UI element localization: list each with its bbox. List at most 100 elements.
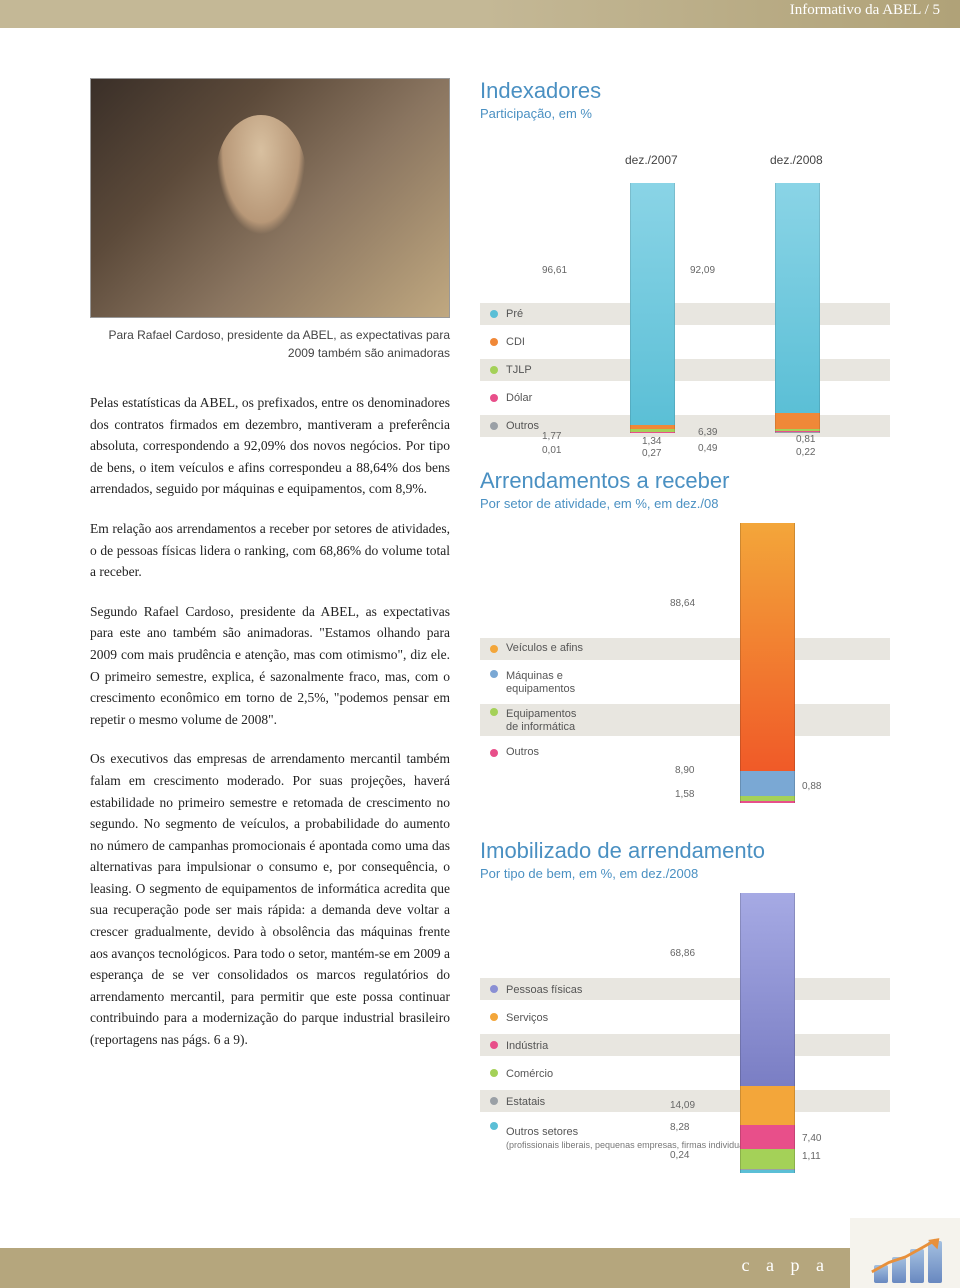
left-column: Para Rafael Cardoso, presidente da ABEL,… bbox=[90, 78, 450, 1208]
chart2-val-outros: 0,88 bbox=[802, 781, 821, 792]
bar-segment bbox=[740, 801, 795, 803]
chart1-bar-2007: dez./2007 bbox=[630, 183, 675, 433]
legend-row: Veículos e afins bbox=[480, 638, 890, 660]
chart1-val-dolar-2007: 0,27 bbox=[642, 448, 661, 459]
legend-bullet-icon bbox=[490, 422, 498, 430]
bar-segment bbox=[740, 1086, 795, 1125]
legend-row: Comércio bbox=[480, 1062, 890, 1084]
bar-segment bbox=[740, 893, 795, 1086]
legend-label: Outros setores bbox=[506, 1126, 578, 1138]
legend-label-wrap: Pessoas físicas bbox=[506, 980, 582, 998]
legend-label: Veículos e afins bbox=[506, 642, 583, 655]
legend-label: Máquinas eequipamentos bbox=[506, 670, 575, 696]
chart-arrendamentos: Arrendamentos a receber Por setor de ati… bbox=[480, 468, 890, 803]
chart2-legend: Veículos e afins Máquinas eequipamentos Eq… bbox=[480, 638, 890, 770]
legend-label: Outros bbox=[506, 746, 539, 759]
legend-bullet-icon bbox=[490, 1097, 498, 1105]
paragraph-3: Segundo Rafael Cardoso, presidente da AB… bbox=[90, 601, 450, 731]
legend-label-wrap: Estatais bbox=[506, 1092, 545, 1110]
legend-bullet-icon bbox=[490, 1122, 498, 1130]
bar-segment bbox=[740, 771, 795, 796]
chart3-val-pessoas: 68,86 bbox=[670, 948, 695, 959]
bar-segment bbox=[775, 413, 820, 429]
photo-caption: Para Rafael Cardoso, presidente da ABEL,… bbox=[90, 326, 450, 362]
header-band: Informativo da ABEL / 5 bbox=[0, 0, 960, 28]
paragraph-1: Pelas estatísticas da ABEL, os prefixado… bbox=[90, 392, 450, 500]
legend-label-wrap: Serviços bbox=[506, 1008, 548, 1026]
chart3-val-industria: 8,28 bbox=[670, 1122, 689, 1133]
legend-label: Estatais bbox=[506, 1096, 545, 1108]
chart2-title: Arrendamentos a receber bbox=[480, 468, 890, 494]
legend-label: Pessoas físicas bbox=[506, 984, 582, 996]
paragraph-2: Em relação aos arrendamentos a receber p… bbox=[90, 518, 450, 583]
legend-row: Indústria bbox=[480, 1034, 890, 1056]
chart3-title: Imobilizado de arrendamento bbox=[480, 838, 890, 864]
bar-segment bbox=[775, 183, 820, 413]
chart1-val-pre-2008: 92,09 bbox=[690, 265, 715, 276]
footer-corner bbox=[850, 1218, 960, 1288]
chart2-val-maquinas: 8,90 bbox=[675, 765, 694, 776]
footer-capa: c a p a bbox=[742, 1255, 830, 1276]
chart1-val-tjlp-2008: 0,81 bbox=[796, 434, 815, 445]
chart2-subtitle: Por setor de atividade, em %, em dez./08 bbox=[480, 496, 890, 511]
chart-imobilizado: Imobilizado de arrendamento Por tipo de … bbox=[480, 838, 890, 1173]
legend-label: Serviços bbox=[506, 1012, 548, 1024]
chart1-bar-2008: dez./2008 bbox=[775, 183, 820, 433]
legend-bullet-icon bbox=[490, 394, 498, 402]
paragraph-4: Os executivos das empresas de arrendamen… bbox=[90, 748, 450, 1050]
chart1-val-pre-2007: 96,61 bbox=[542, 265, 567, 276]
chart1-col1-label: dez./2007 bbox=[625, 153, 678, 167]
chart1-val-tjlp-2007: 1,34 bbox=[642, 436, 661, 447]
legend-label: Pré bbox=[506, 308, 523, 320]
chart3-bar bbox=[740, 893, 795, 1173]
chart-indexadores: Indexadores Participação, em % PréCDITJL… bbox=[480, 78, 890, 433]
bar-segment bbox=[740, 523, 795, 771]
legend-label: Comércio bbox=[506, 1068, 553, 1080]
legend-bullet-icon bbox=[490, 1069, 498, 1077]
legend-row: Pessoas físicas bbox=[480, 978, 890, 1000]
bar-segment bbox=[740, 1170, 795, 1173]
chart1-val-cdi-2007: 1,77 bbox=[542, 431, 561, 442]
legend-row: Equipamentosde informática bbox=[480, 704, 890, 736]
legend-bullet-icon bbox=[490, 749, 498, 757]
legend-label: Indústria bbox=[506, 1040, 548, 1052]
bar-segment bbox=[740, 1149, 795, 1170]
chart2-val-equip: 1,58 bbox=[675, 789, 694, 800]
legend-row: Serviços bbox=[480, 1006, 890, 1028]
bar-segment bbox=[740, 1125, 795, 1148]
chart3-val-servicos: 14,09 bbox=[670, 1100, 695, 1111]
legend-sublabel: (profissionais liberais, pequenas empres… bbox=[506, 1140, 771, 1150]
footer-band: c a p a bbox=[0, 1248, 960, 1288]
right-column: Indexadores Participação, em % PréCDITJL… bbox=[480, 78, 890, 1208]
chart1-title: Indexadores bbox=[480, 78, 890, 104]
photo-president bbox=[90, 78, 450, 318]
body-text: Pelas estatísticas da ABEL, os prefixado… bbox=[90, 392, 450, 1051]
chart1-val-cdi-2008: 6,39 bbox=[698, 427, 717, 438]
chart1-val-dolar-2008: 0,49 bbox=[698, 443, 717, 454]
legend-label: Dólar bbox=[506, 392, 532, 404]
legend-bullet-icon bbox=[490, 1041, 498, 1049]
legend-label: TJLP bbox=[506, 364, 532, 376]
legend-label-wrap: Comércio bbox=[506, 1064, 553, 1082]
header-title: Informativo da ABEL / 5 bbox=[790, 2, 940, 19]
chart2-val-veiculos: 88,64 bbox=[670, 598, 695, 609]
chart1-val-out-2007: 0,01 bbox=[542, 445, 561, 456]
legend-label: Outros bbox=[506, 420, 539, 432]
chart1-subtitle: Participação, em % bbox=[480, 106, 890, 121]
chart3-val-estatais: 0,24 bbox=[670, 1150, 689, 1161]
legend-bullet-icon bbox=[490, 985, 498, 993]
legend-bullet-icon bbox=[490, 708, 498, 716]
legend-bullet-icon bbox=[490, 670, 498, 678]
legend-bullet-icon bbox=[490, 366, 498, 374]
legend-row: Máquinas eequipamentos bbox=[480, 666, 890, 698]
chart2-bar bbox=[740, 523, 795, 803]
corner-chart-icon bbox=[870, 1233, 950, 1283]
legend-label-wrap: Indústria bbox=[506, 1036, 548, 1054]
bar-segment bbox=[630, 183, 675, 425]
legend-bullet-icon bbox=[490, 1013, 498, 1021]
chart3-subtitle: Por tipo de bem, em %, em dez./2008 bbox=[480, 866, 890, 881]
chart3-val-comercio: 7,40 bbox=[802, 1133, 821, 1144]
chart1-col2-label: dez./2008 bbox=[770, 153, 823, 167]
legend-label-wrap: Outros setores (profissionais liberais, p… bbox=[506, 1122, 771, 1150]
legend-bullet-icon bbox=[490, 645, 498, 653]
